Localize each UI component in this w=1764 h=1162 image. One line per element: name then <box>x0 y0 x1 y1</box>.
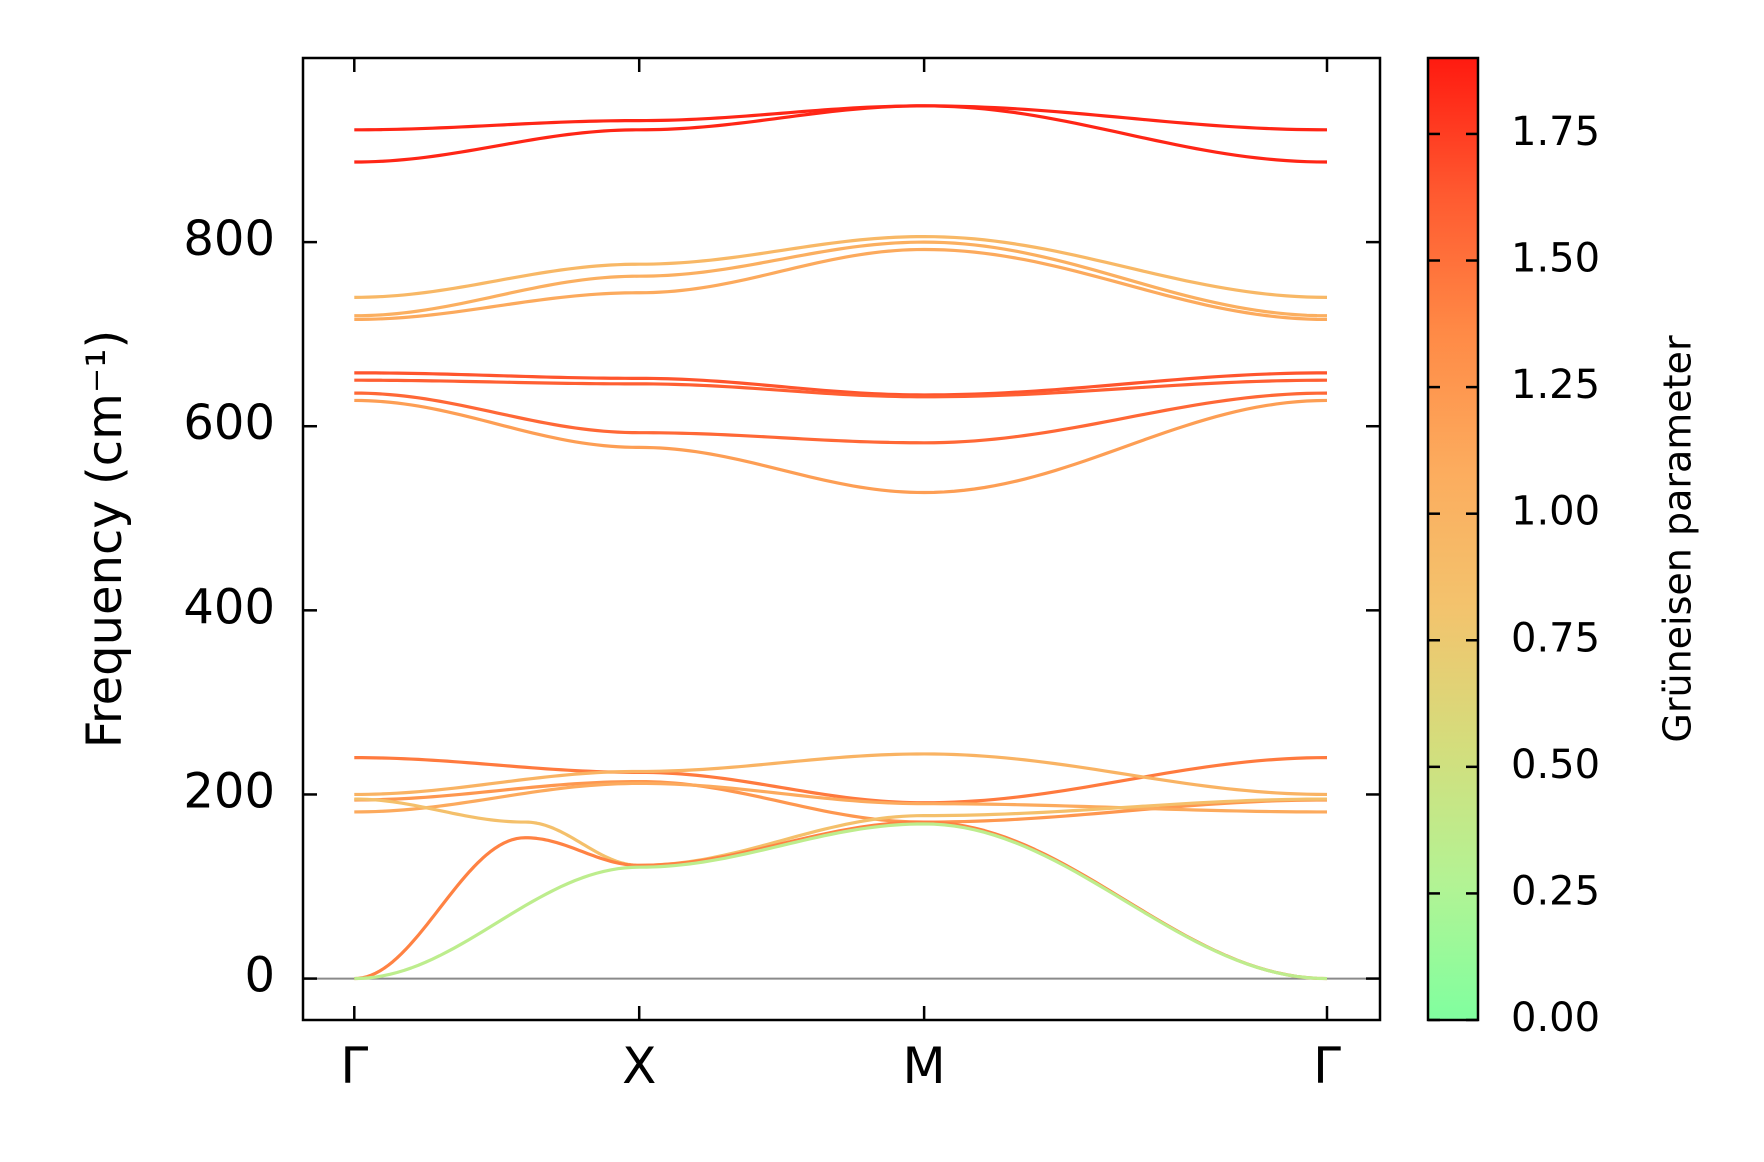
colorbar-label: Grüneisen parameter <box>1656 335 1700 743</box>
y-tick-label: 800 <box>183 211 275 267</box>
band-branch <box>354 378 1328 399</box>
colorbar: 0.00 0.25 0.50 0.75 1.00 1.25 1.50 1.75 <box>1426 56 1600 1041</box>
colorbar-tick-label: 1.75 <box>1511 109 1600 155</box>
y-tick-label: 400 <box>183 579 275 635</box>
band-branch <box>354 398 1328 495</box>
band-branch <box>354 240 1328 318</box>
band-branch <box>354 752 1328 797</box>
band-branch <box>354 822 1328 981</box>
x-tick-label: Γ <box>340 1037 368 1095</box>
x-tick-label: Γ <box>1313 1037 1341 1095</box>
x-tick-label: M <box>903 1037 946 1095</box>
band-branches <box>354 104 1328 981</box>
colorbar-tick-label: 1.50 <box>1511 236 1600 282</box>
colorbar-tick-label: 0.00 <box>1511 995 1600 1041</box>
band-branch <box>354 371 1328 397</box>
band-branch <box>354 104 1328 164</box>
colorbar-tick-label: 0.50 <box>1511 742 1600 788</box>
band-branch <box>354 391 1328 445</box>
plot-frame <box>301 56 1382 1022</box>
y-axis-label: Frequency (cm⁻¹) <box>77 330 133 748</box>
plot-area: 0 200 400 600 800 Γ X M Γ <box>183 56 1382 1095</box>
x-tick-label: X <box>622 1037 656 1095</box>
band-branch <box>354 820 1328 981</box>
y-tick-label: 200 <box>183 763 275 819</box>
band-branch <box>354 234 1328 299</box>
y-tick-label: 600 <box>183 395 275 451</box>
colorbar-tick-label: 0.25 <box>1511 868 1600 914</box>
colorbar-gradient <box>1426 56 1480 1022</box>
colorbar-tick-label: 1.00 <box>1511 489 1600 535</box>
colorbar-tick-label: 1.25 <box>1511 362 1600 408</box>
band-branch <box>354 247 1328 322</box>
band-branch <box>354 104 1328 132</box>
band-branch <box>354 756 1328 805</box>
y-tick-label: 0 <box>244 948 275 1004</box>
colorbar-tick-label: 0.75 <box>1511 615 1600 661</box>
band-branch <box>354 779 1328 824</box>
